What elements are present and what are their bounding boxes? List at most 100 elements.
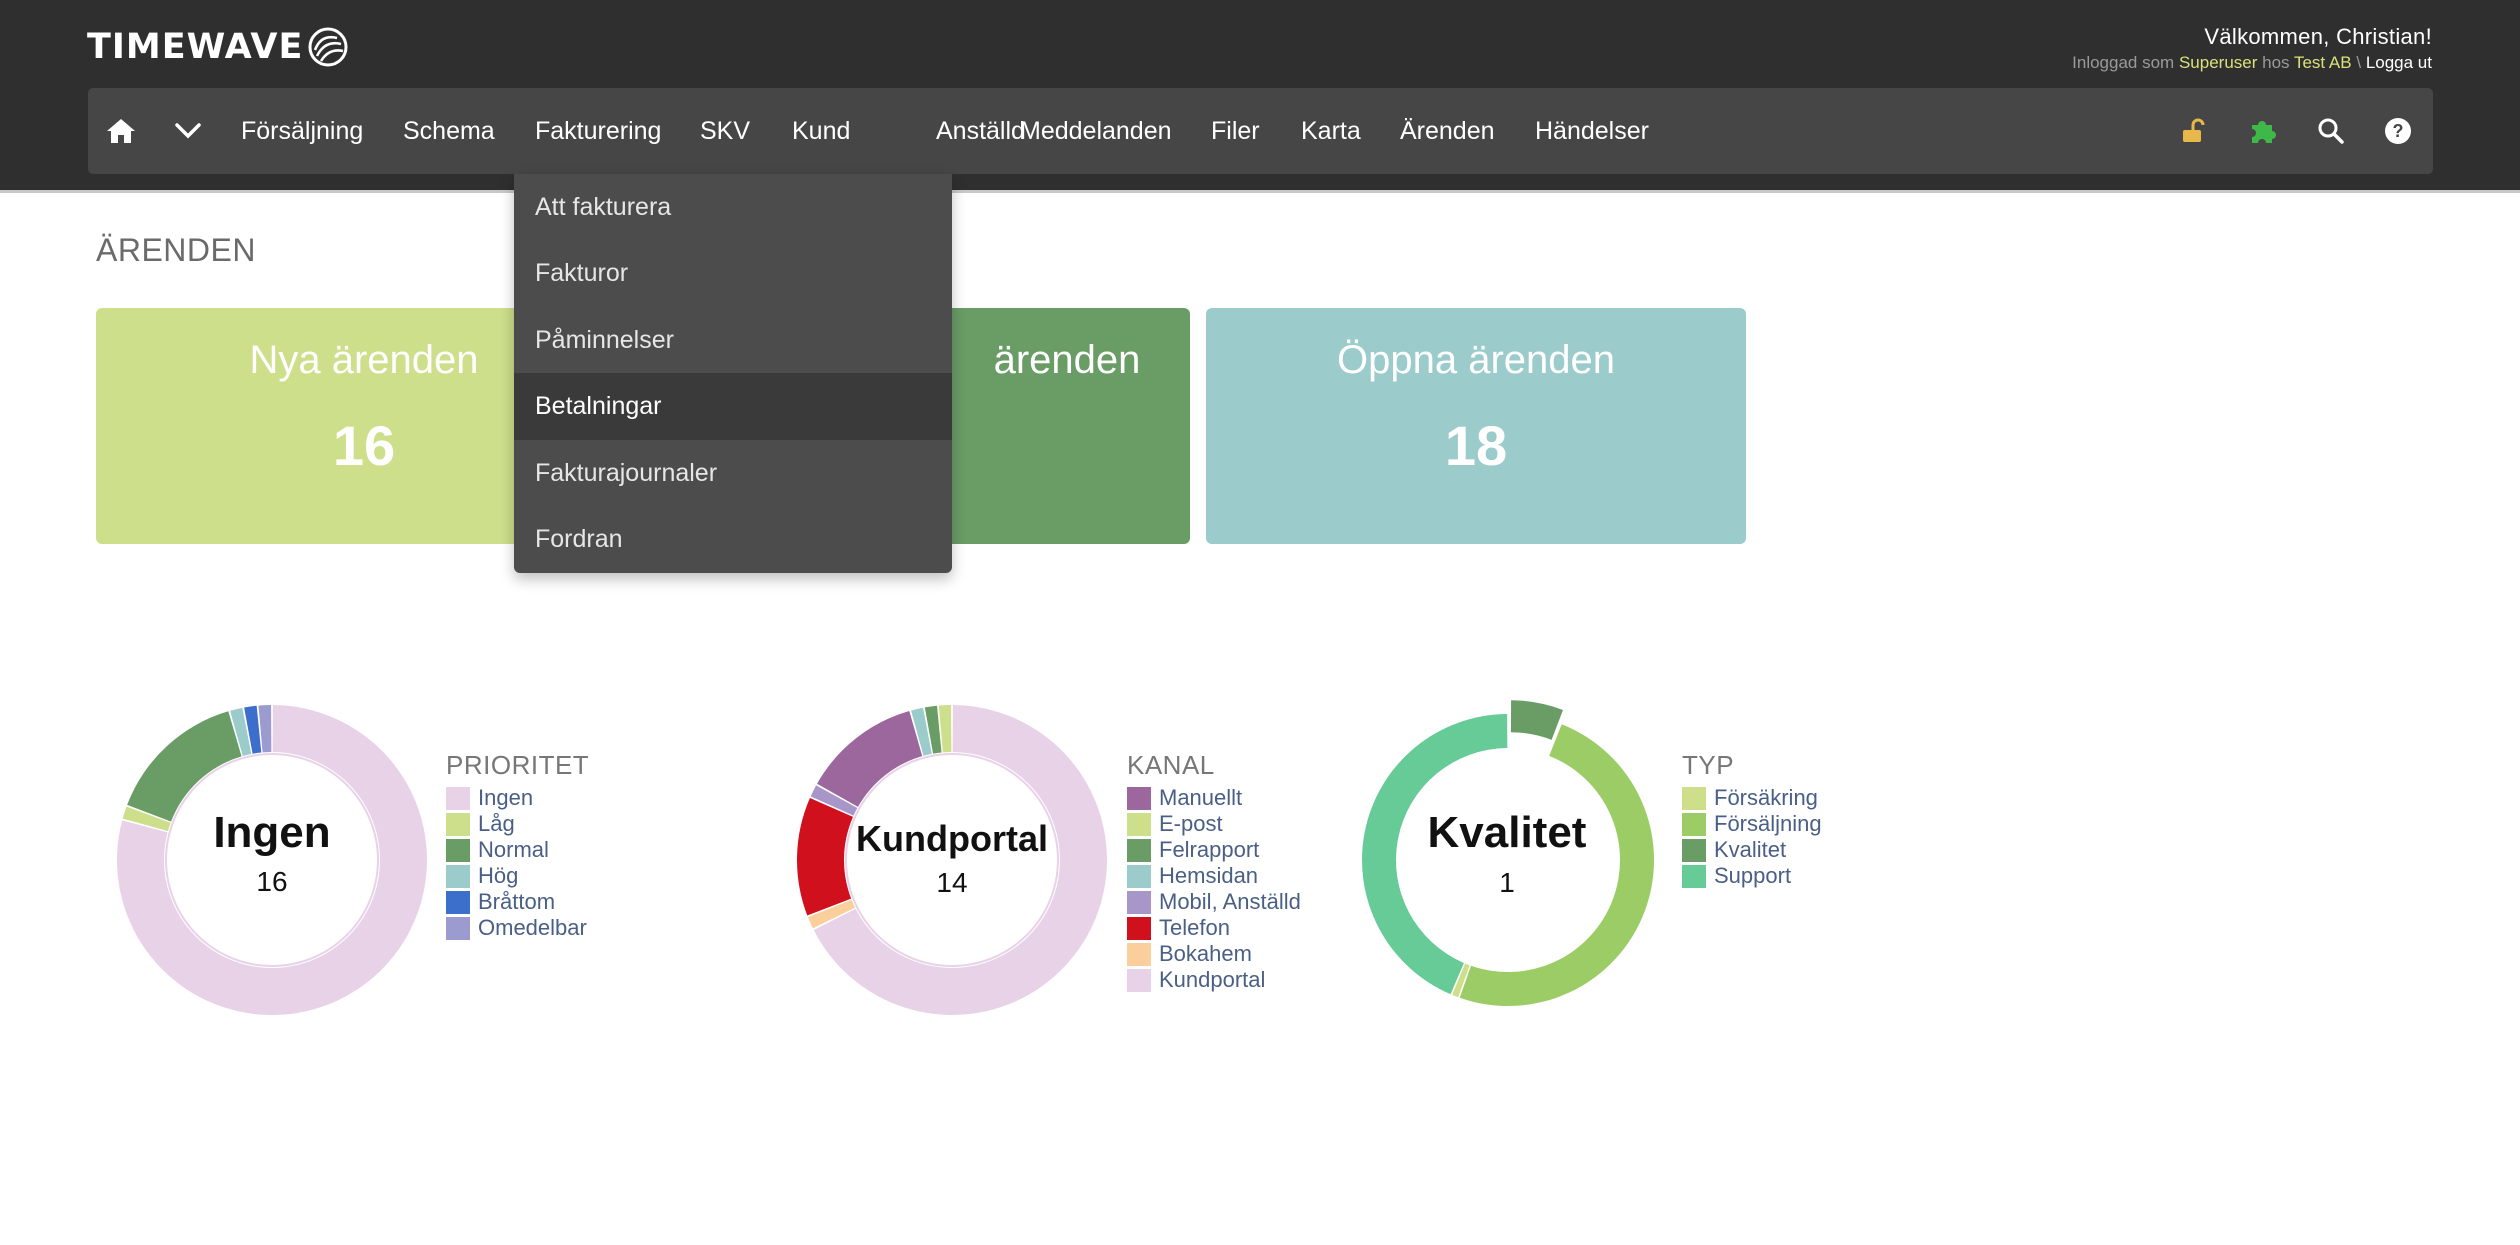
- legend-label: Normal: [478, 837, 549, 862]
- nav-forsaljning[interactable]: Försäljning: [241, 117, 364, 145]
- legend-swatch: [1682, 864, 1706, 888]
- legend-rows: Försäkring Försäljning Kvalitet Support: [1682, 785, 1822, 889]
- donut-slice[interactable]: [1362, 714, 1508, 995]
- legend-item[interactable]: Normal: [446, 837, 589, 863]
- legend-swatch: [446, 864, 470, 888]
- nav-meddelanden[interactable]: Meddelanden: [1020, 117, 1172, 145]
- donut-slice[interactable]: [1459, 724, 1655, 1007]
- legend-item[interactable]: Låg: [446, 811, 589, 837]
- help-icon[interactable]: ?: [2370, 88, 2426, 174]
- card-title: ärenden: [993, 338, 1141, 382]
- legend-label: Bokahem: [1159, 941, 1252, 966]
- legend-label: Ingen: [478, 785, 534, 810]
- legend-item[interactable]: Försäljning: [1682, 811, 1822, 837]
- legend-item[interactable]: E-post: [1127, 811, 1301, 837]
- donut-slice[interactable]: [810, 785, 858, 816]
- donut-center-label: Kundportal: [856, 818, 1048, 859]
- channel-legend: KANAL Manuellt E-post Felrapport Hemsidan Mo…: [1127, 750, 1301, 993]
- donut-slice[interactable]: [127, 711, 242, 822]
- legend-item[interactable]: Felrapport: [1127, 837, 1301, 863]
- legend-swatch: [1127, 786, 1151, 810]
- donut-slice[interactable]: [122, 806, 171, 832]
- donut-slice[interactable]: [797, 798, 854, 916]
- menu-item-betalningar[interactable]: Betalningar: [514, 373, 952, 440]
- legend-item[interactable]: Ingen: [446, 785, 589, 811]
- donut-center-value: 1: [1499, 867, 1515, 898]
- legend-item[interactable]: Kundportal: [1127, 967, 1301, 993]
- svg-text:?: ?: [2393, 121, 2404, 141]
- puzzle-icon[interactable]: [2234, 88, 2290, 174]
- company-link[interactable]: Test AB: [2293, 53, 2352, 72]
- user-link[interactable]: Superuser: [2178, 53, 2258, 72]
- nav-fakturering[interactable]: Fakturering: [535, 117, 662, 145]
- nav-anstalld[interactable]: Anställd: [936, 117, 1025, 145]
- nav-schema[interactable]: Schema: [403, 117, 495, 145]
- legend-item[interactable]: Bråttom: [446, 889, 589, 915]
- donut-center-label: Kvalitet: [1428, 808, 1587, 857]
- logo-swirl-icon: [308, 27, 348, 67]
- type-legend: TYP Försäkring Försäljning Kvalitet Support: [1682, 750, 1822, 889]
- logo-text: TIMEWAVE: [87, 27, 304, 67]
- legend-item[interactable]: Försäkring: [1682, 785, 1822, 811]
- donut-slice[interactable]: [258, 705, 272, 753]
- nav-handelser[interactable]: Händelser: [1535, 117, 1649, 145]
- legend-item[interactable]: Support: [1682, 863, 1822, 889]
- nav-skv[interactable]: SKV: [700, 117, 751, 145]
- legend-label: Hemsidan: [1159, 863, 1259, 888]
- menu-item-fordran[interactable]: Fordran: [535, 525, 623, 553]
- donut-slice[interactable]: [244, 705, 262, 754]
- legend-item[interactable]: Omedelbar: [446, 915, 589, 941]
- legend-item[interactable]: Hög: [446, 863, 589, 889]
- legend-label: Omedelbar: [478, 915, 587, 940]
- legend-label: Hög: [478, 863, 519, 888]
- legend-title: TYP: [1682, 750, 1735, 780]
- logout-link[interactable]: Logga ut: [2365, 53, 2432, 72]
- legend-item[interactable]: Mobil, Anställd: [1127, 889, 1301, 915]
- nav-arenden[interactable]: Ärenden: [1400, 117, 1495, 145]
- legend-swatch: [1682, 838, 1706, 862]
- legend-title: KANAL: [1127, 750, 1215, 780]
- donut-slice[interactable]: [116, 705, 428, 1015]
- nav-kund[interactable]: Kund: [792, 117, 851, 145]
- menu-item-paminnelser[interactable]: Påminnelser: [535, 326, 674, 354]
- home-icon[interactable]: [93, 88, 149, 174]
- menu-item-fakturor[interactable]: Fakturor: [535, 259, 629, 287]
- login-separator: \: [2356, 53, 2362, 72]
- legend-label: E-post: [1159, 811, 1223, 836]
- donut-slice[interactable]: [230, 707, 252, 757]
- donut-slice[interactable]: [817, 711, 923, 807]
- legend-item[interactable]: Kvalitet: [1682, 837, 1822, 863]
- legend-swatch: [446, 786, 470, 810]
- chevron-down-icon[interactable]: [160, 88, 216, 174]
- menu-item-att-fakturera[interactable]: Att fakturera: [535, 193, 672, 221]
- menu-item-fakturajournaler[interactable]: Fakturajournaler: [535, 459, 718, 487]
- nav-filer[interactable]: Filer: [1211, 117, 1260, 145]
- legend-label: Försäkring: [1714, 785, 1818, 810]
- legend-label: Låg: [478, 811, 515, 836]
- legend-label: Manuellt: [1159, 785, 1243, 810]
- nav-karta[interactable]: Karta: [1301, 117, 1361, 145]
- donut-slice[interactable]: [813, 705, 1107, 1015]
- search-icon[interactable]: [2303, 88, 2359, 174]
- legend-item[interactable]: Telefon: [1127, 915, 1301, 941]
- legend-swatch: [446, 890, 470, 914]
- donut-center-label: Ingen: [213, 808, 330, 857]
- legend-item[interactable]: Manuellt: [1127, 785, 1301, 811]
- card-title: Nya ärenden: [249, 338, 479, 382]
- legend-label: Support: [1714, 863, 1792, 888]
- legend-item[interactable]: Hemsidan: [1127, 863, 1301, 889]
- legend-swatch: [1682, 786, 1706, 810]
- unlock-icon[interactable]: [2166, 88, 2222, 174]
- login-at: hos: [2262, 53, 2290, 72]
- timewave-logo[interactable]: TIMEWAVE: [87, 22, 349, 72]
- donut-slice[interactable]: [1452, 963, 1470, 998]
- donut-slice[interactable]: [1510, 700, 1563, 740]
- donut-slice[interactable]: [807, 899, 856, 929]
- donut-slice[interactable]: [938, 705, 952, 753]
- legend-item[interactable]: Bokahem: [1127, 941, 1301, 967]
- card-open-cases[interactable]: Öppna ärenden 18: [1206, 308, 1746, 544]
- legend-swatch: [1127, 942, 1151, 966]
- card-value: 16: [332, 414, 396, 477]
- donut-slice[interactable]: [911, 707, 932, 756]
- donut-slice[interactable]: [924, 705, 942, 754]
